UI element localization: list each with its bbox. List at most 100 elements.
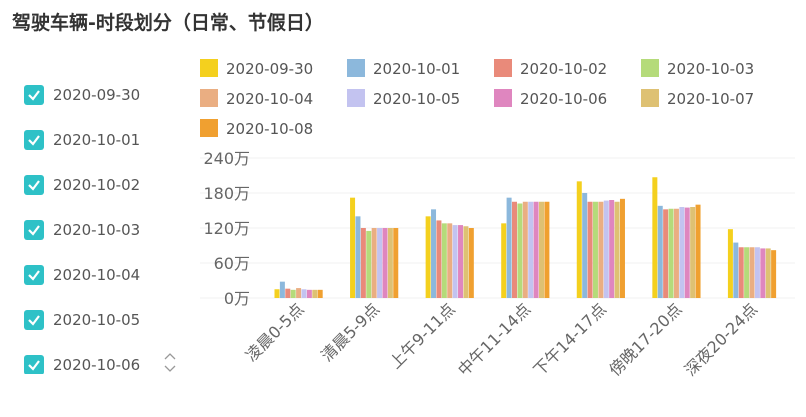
bar	[452, 225, 458, 298]
filter-checkbox[interactable]: 2020-09-30	[24, 84, 140, 106]
bar	[598, 201, 604, 298]
legend-swatch[interactable]	[347, 89, 365, 107]
bar	[544, 201, 550, 298]
card-title: 驾驶车辆-时段划分（日常、节假日）	[12, 12, 324, 34]
bar	[657, 205, 663, 298]
legend-swatch[interactable]	[200, 119, 218, 137]
legend-swatch[interactable]	[494, 89, 512, 107]
bar	[663, 209, 669, 298]
x-tick-label: 下午14-17点	[530, 299, 610, 379]
bar	[501, 223, 507, 298]
x-tick-label: 深夜20-24点	[681, 299, 761, 379]
bar	[695, 204, 701, 298]
y-tick-label: 0万	[224, 289, 250, 308]
bar	[360, 228, 366, 298]
filter-checkbox[interactable]: 2020-10-03	[24, 219, 140, 241]
filter-label: 2020-10-05	[53, 311, 141, 329]
bar	[652, 177, 658, 298]
legend-label[interactable]: 2020-10-02	[520, 60, 607, 78]
filter-checkbox[interactable]: 2020-10-04	[24, 264, 140, 286]
bar	[458, 225, 464, 298]
bar	[690, 207, 696, 298]
bar	[306, 289, 312, 298]
filter-checkbox[interactable]: 2020-10-06	[24, 354, 140, 374]
checkbox[interactable]	[24, 85, 44, 105]
checkbox[interactable]	[24, 310, 44, 330]
bar	[587, 201, 593, 298]
legend-label[interactable]: 2020-09-30	[226, 60, 313, 78]
bar	[506, 197, 512, 298]
bar	[592, 201, 598, 298]
filter-checkbox[interactable]: 2020-10-05	[24, 309, 140, 331]
checkbox[interactable]	[24, 175, 44, 195]
bar	[371, 228, 377, 298]
legend-swatch[interactable]	[200, 59, 218, 77]
bar	[727, 229, 733, 298]
bar	[533, 201, 539, 298]
bar	[517, 203, 523, 298]
bar	[614, 201, 620, 298]
legend-label[interactable]: 2020-10-04	[226, 90, 313, 108]
bar	[366, 230, 372, 298]
bar	[279, 281, 285, 298]
legend-label[interactable]: 2020-10-01	[373, 60, 460, 78]
bar	[431, 209, 437, 298]
bar	[684, 207, 690, 298]
x-tick-label: 中午11-14点	[454, 299, 534, 379]
bar	[274, 289, 280, 298]
bar	[296, 288, 302, 298]
legend-swatch[interactable]	[641, 89, 659, 107]
bar	[603, 200, 609, 298]
legend-label[interactable]: 2020-10-07	[667, 90, 754, 108]
bar	[290, 289, 296, 298]
filter-label: 2020-10-04	[53, 266, 141, 284]
bar	[512, 201, 517, 298]
bar	[754, 247, 760, 298]
scroll-arrows[interactable]	[162, 352, 178, 374]
bar	[350, 197, 356, 298]
bar	[609, 200, 615, 298]
legend-label[interactable]: 2020-10-05	[373, 90, 460, 108]
legend-label[interactable]: 2020-10-03	[667, 60, 754, 78]
bar	[765, 248, 771, 298]
checkbox[interactable]	[24, 265, 44, 285]
x-tick-label: 傍晚17-20点	[605, 299, 685, 379]
bar	[760, 248, 766, 298]
filter-label: 2020-10-01	[53, 131, 141, 149]
y-tick-label: 240万	[203, 149, 250, 168]
filter-list: 2020-09-30 2020-10-01 2020-10-02 2020-10-03…	[0, 76, 190, 374]
legend-swatch[interactable]	[347, 59, 365, 77]
filter-checkbox[interactable]: 2020-10-01	[24, 129, 140, 151]
legend-label[interactable]: 2020-10-06	[520, 90, 607, 108]
x-tick-label: 凌晨0-5点	[242, 299, 308, 365]
legend-label[interactable]: 2020-10-08	[226, 120, 313, 138]
checkbox[interactable]	[24, 220, 44, 240]
bar	[576, 181, 582, 298]
x-tick-label: 上午9-11点	[386, 299, 459, 372]
bar	[441, 223, 447, 298]
checkbox[interactable]	[24, 130, 44, 150]
checkbox[interactable]	[24, 355, 44, 374]
y-tick-label: 120万	[203, 219, 250, 238]
bar	[522, 201, 528, 298]
bar	[312, 289, 318, 298]
y-tick-label: 180万	[203, 184, 250, 203]
bar	[317, 289, 323, 298]
legend-swatch[interactable]	[200, 89, 218, 107]
bar	[733, 242, 739, 298]
bar	[301, 289, 307, 298]
bar	[377, 228, 383, 298]
bar	[447, 223, 453, 298]
filter-checkbox[interactable]: 2020-10-02	[24, 174, 140, 196]
bar	[619, 198, 625, 298]
x-tick-label: 清晨5-9点	[317, 299, 383, 365]
legend-swatch[interactable]	[641, 59, 659, 77]
bar	[749, 247, 755, 298]
bar	[771, 250, 777, 298]
filter-label: 2020-10-03	[53, 221, 141, 239]
bar	[468, 228, 474, 298]
legend-swatch[interactable]	[494, 59, 512, 77]
bar	[679, 207, 685, 298]
bar	[382, 228, 388, 298]
